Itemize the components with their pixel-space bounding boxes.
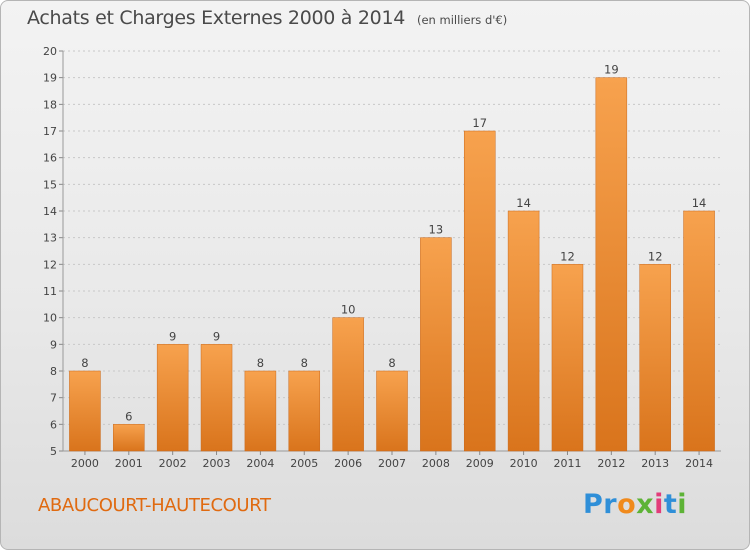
y-tick-label: 15 xyxy=(43,178,57,191)
bar-2006 xyxy=(332,317,364,452)
bar-2007 xyxy=(376,370,408,452)
bar-2003 xyxy=(200,344,233,452)
y-tick-label: 9 xyxy=(50,338,57,351)
y-tick-label: 11 xyxy=(43,285,57,298)
x-tick-label-2005: 2005 xyxy=(290,457,318,470)
data-label-2014: 14 xyxy=(692,196,707,210)
bar-layer xyxy=(69,77,715,452)
commune-name: ABAUCOURT-HAUTECOURT xyxy=(38,495,271,516)
data-label-2011: 12 xyxy=(560,249,575,263)
label-layer: 8 6 9 9 8 8 10 8 13 17 14 12 19 12 14 xyxy=(81,63,706,424)
x-tick-label-2003: 2003 xyxy=(203,457,231,470)
data-label-2009: 17 xyxy=(472,116,487,130)
bar-2002 xyxy=(156,344,189,452)
data-label-2004: 8 xyxy=(257,356,264,370)
x-tick-label-2001: 2001 xyxy=(115,457,143,470)
data-label-2000: 8 xyxy=(81,356,88,370)
x-tick-label-2009: 2009 xyxy=(466,457,494,470)
y-tick-label: 12 xyxy=(43,258,57,271)
x-tick-label-2012: 2012 xyxy=(597,457,625,470)
bar-2008 xyxy=(420,237,452,452)
x-tick-label-2010: 2010 xyxy=(510,457,538,470)
bar-2010 xyxy=(507,210,540,452)
x-tick-label-2002: 2002 xyxy=(159,457,187,470)
y-tick-label: 19 xyxy=(43,72,57,85)
y-tick-label: 20 xyxy=(43,45,57,58)
x-tick-label-2004: 2004 xyxy=(246,457,274,470)
x-tick-label-2013: 2013 xyxy=(641,457,669,470)
y-tick-label: 13 xyxy=(43,232,57,245)
x-tick-label-2011: 2011 xyxy=(553,457,581,470)
y-tick-label: 8 xyxy=(50,365,57,378)
data-label-2003: 9 xyxy=(213,329,220,343)
chart-title: Achats et Charges Externes 2000 à 2014 xyxy=(27,7,406,29)
bar-2011 xyxy=(551,264,584,452)
x-tick-label-2014: 2014 xyxy=(685,457,713,470)
data-label-2008: 13 xyxy=(429,223,444,237)
bar-2000 xyxy=(69,370,101,452)
y-tick-label: 18 xyxy=(43,98,57,111)
x-tick-label-2000: 2000 xyxy=(71,457,99,470)
y-tick-label: 14 xyxy=(43,205,57,218)
chart-subtitle: (en milliers d'€) xyxy=(417,13,508,27)
y-tick-label: 16 xyxy=(43,152,57,165)
data-label-2012: 19 xyxy=(604,63,619,77)
data-label-2002: 9 xyxy=(169,329,176,343)
bar-2013 xyxy=(639,264,671,452)
x-tick-label-2006: 2006 xyxy=(334,457,362,470)
x-tick-label-2007: 2007 xyxy=(378,457,406,470)
data-label-2013: 12 xyxy=(648,249,663,263)
bar-2004 xyxy=(244,370,277,452)
x-tick-label-2008: 2008 xyxy=(422,457,450,470)
y-tick-label: 17 xyxy=(43,125,57,138)
data-label-2005: 8 xyxy=(301,356,308,370)
bar-2005 xyxy=(288,370,321,452)
bar-2012 xyxy=(595,77,628,452)
data-label-2010: 14 xyxy=(516,196,531,210)
y-tick-label: 6 xyxy=(50,418,57,431)
y-tick-label: 7 xyxy=(50,392,57,405)
bar-2009 xyxy=(463,130,496,452)
y-tick-label: 10 xyxy=(43,312,57,325)
data-label-2001: 6 xyxy=(125,409,132,423)
data-label-2006: 10 xyxy=(341,303,356,317)
y-tick-label: 5 xyxy=(50,445,57,458)
bar-2014 xyxy=(683,210,715,452)
proxiti-logo[interactable]: Proxiti xyxy=(583,489,688,520)
data-label-2007: 8 xyxy=(388,356,395,370)
bar-2001 xyxy=(113,424,145,452)
